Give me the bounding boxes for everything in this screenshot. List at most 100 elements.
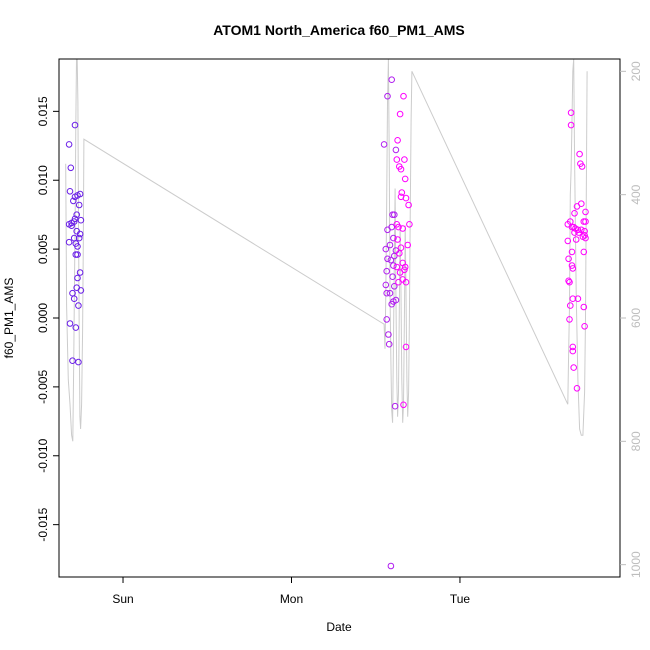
data-point — [574, 226, 582, 234]
data-point — [567, 121, 575, 129]
data-point — [72, 324, 80, 331]
data-point — [385, 331, 392, 338]
data-point — [70, 197, 77, 205]
data-point — [564, 237, 572, 245]
data-point — [397, 165, 405, 173]
data-point — [567, 302, 574, 309]
data-point — [387, 562, 395, 570]
data-point — [582, 208, 589, 216]
data-point — [567, 109, 575, 116]
data-point — [74, 274, 81, 282]
y-tick-label: 0.000 — [36, 303, 50, 333]
data-point — [566, 278, 573, 286]
data-point — [392, 296, 400, 304]
y-tick-label: -0.010 — [36, 438, 50, 472]
data-point — [572, 236, 580, 243]
data-point — [398, 189, 406, 196]
data-point — [582, 218, 589, 225]
data-point — [568, 248, 576, 256]
data-point — [400, 92, 407, 100]
y-tick-label: -0.005 — [36, 370, 50, 404]
data-point — [382, 281, 390, 289]
data-point — [578, 226, 585, 234]
data-point — [73, 211, 80, 218]
data-point — [401, 156, 408, 163]
data-point — [76, 190, 84, 198]
right-y-tick-label: 200 — [629, 61, 643, 81]
data-point — [573, 385, 581, 392]
data-point — [384, 255, 391, 263]
plot-frame — [58, 58, 621, 578]
y-axis-label: f60_PM1_AMS — [2, 278, 16, 359]
y-tick-label: 0.010 — [36, 165, 50, 195]
data-points-layer — [65, 76, 589, 570]
data-point — [71, 215, 79, 223]
altitude-trace — [65, 58, 588, 442]
data-point — [386, 241, 394, 249]
data-point — [571, 210, 578, 217]
data-point — [399, 225, 407, 232]
data-point — [70, 295, 78, 303]
data-point — [400, 401, 407, 409]
data-point — [387, 256, 395, 264]
right-y-tick-label: 600 — [629, 308, 643, 328]
right-y-tick-label: 1000 — [629, 551, 643, 578]
data-point — [66, 188, 74, 195]
data-point — [394, 137, 401, 144]
data-point — [390, 234, 397, 242]
data-point — [401, 263, 409, 271]
data-point — [383, 316, 391, 323]
data-point — [391, 211, 398, 218]
data-point — [70, 218, 78, 225]
data-point — [406, 221, 413, 228]
data-point — [383, 267, 391, 275]
data-point — [402, 194, 410, 202]
data-point — [77, 287, 85, 294]
data-point — [65, 141, 73, 148]
data-point — [75, 234, 83, 242]
right-y-tick-label: 800 — [629, 431, 643, 451]
data-point — [388, 223, 396, 231]
altitude-line-layer — [65, 58, 588, 442]
x-axis: Sun Mon Tue — [112, 577, 470, 606]
data-point — [570, 364, 578, 371]
data-point — [66, 320, 74, 327]
data-point — [565, 277, 572, 285]
data-point — [404, 241, 412, 249]
data-point — [569, 347, 577, 355]
data-point — [77, 216, 85, 224]
data-point — [74, 243, 81, 250]
data-point — [581, 323, 588, 330]
data-point — [405, 201, 412, 209]
data-point — [396, 110, 404, 118]
data-point — [75, 201, 83, 209]
data-point — [569, 343, 577, 351]
data-point — [75, 302, 82, 309]
y-tick-label: -0.015 — [36, 507, 50, 541]
x-axis-label: Date — [326, 620, 352, 634]
data-point — [393, 156, 401, 163]
data-point — [76, 230, 84, 238]
data-point — [386, 289, 394, 297]
data-point — [391, 283, 398, 290]
data-point — [74, 251, 81, 258]
x-tick-label: Sun — [112, 592, 133, 606]
data-point — [69, 357, 76, 365]
data-point — [383, 289, 391, 297]
data-point — [385, 340, 393, 348]
data-point — [581, 232, 588, 239]
data-point — [75, 358, 82, 366]
chart-title: ATOM1 North_America f60_PM1_AMS — [213, 22, 465, 38]
data-point — [569, 265, 577, 272]
data-point — [388, 76, 396, 83]
data-point — [382, 245, 390, 253]
data-point — [578, 200, 585, 207]
x-tick-label: Tue — [450, 592, 471, 606]
data-point — [568, 262, 576, 269]
data-point — [384, 92, 391, 100]
data-point — [389, 273, 396, 281]
data-point — [580, 248, 588, 256]
data-point — [565, 255, 572, 263]
y-axis-right: 200 400 600 800 1000 — [620, 61, 643, 578]
